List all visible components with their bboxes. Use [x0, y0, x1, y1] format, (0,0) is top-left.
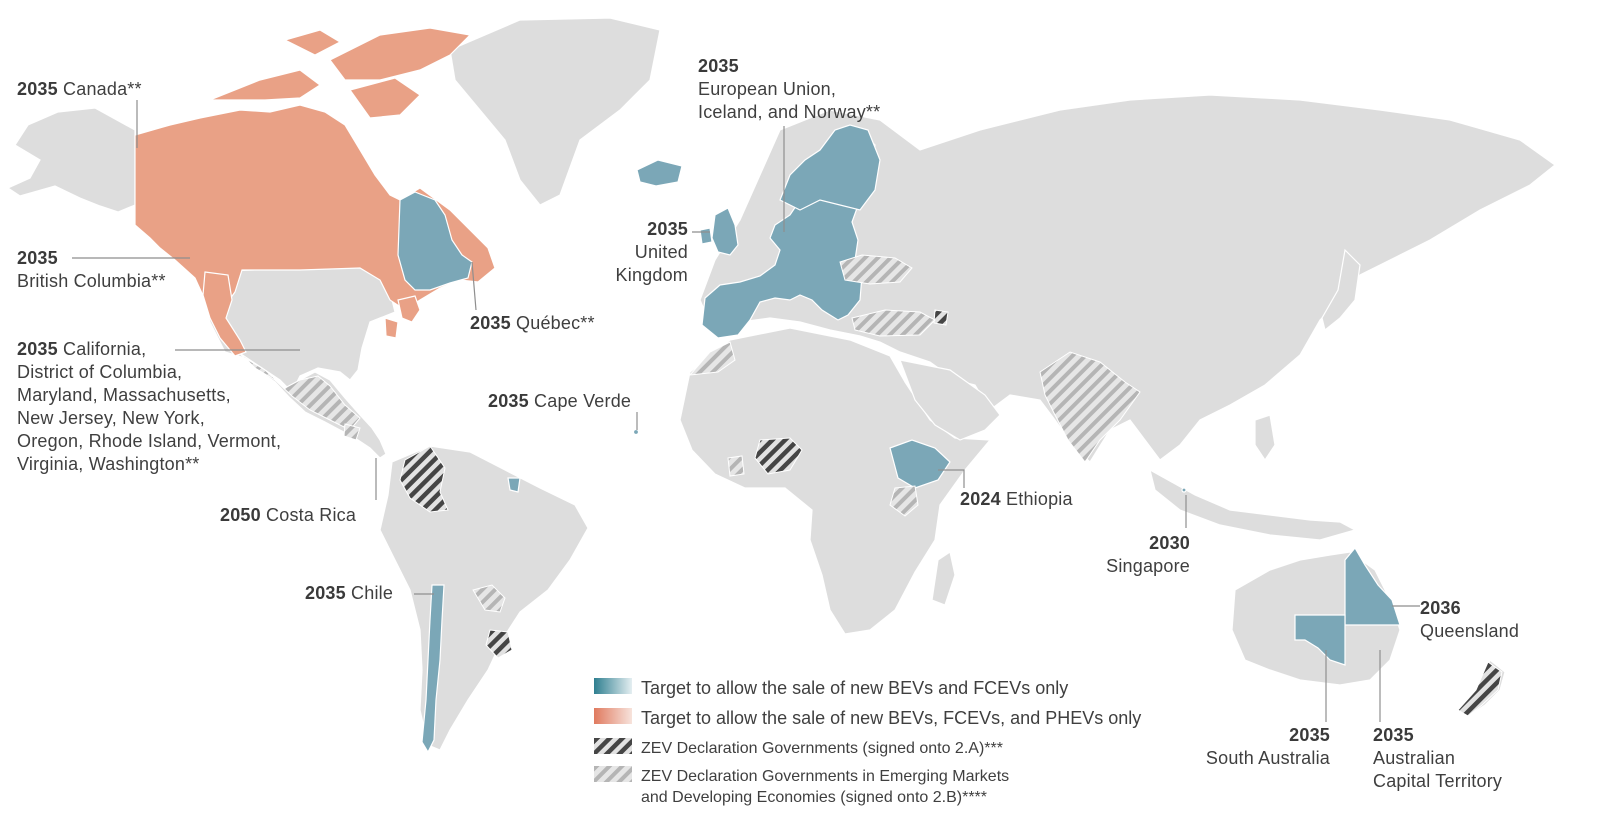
chile-region	[421, 584, 445, 754]
queensland-region	[1344, 546, 1401, 626]
singapore-region	[1181, 487, 1187, 493]
label-canada: 2035 Canada**	[17, 79, 142, 99]
label-california-group: 2035 California, District of Columbia, M…	[17, 339, 282, 474]
label-british-columbia: 2035 British Columbia**	[17, 248, 166, 291]
legend-swatch-zev-2a	[594, 738, 632, 754]
label-queensland: 2036 Queensland	[1420, 598, 1520, 641]
label-south-australia: 2035 South Australia	[1205, 725, 1330, 768]
arabia-land	[899, 359, 1001, 441]
legend-label-zev-2a: ZEV Declaration Governments (signed onto…	[641, 740, 1003, 757]
legend-item-zev-2a: ZEV Declaration Governments (signed onto…	[594, 738, 1003, 759]
label-eu: 2035 European Union, Iceland, and Norway…	[698, 56, 881, 122]
leader-lines	[72, 100, 1420, 722]
zev-2a-regions	[399, 309, 1503, 717]
zev-2b-regions	[244, 254, 1141, 613]
alaska-land	[6, 107, 136, 213]
mexico-hatch	[244, 357, 361, 431]
indonesia-land	[1149, 468, 1357, 541]
legend-item-phev: Target to allow the sale of new BEVs, FC…	[594, 708, 1141, 729]
bev-regions	[397, 124, 1401, 754]
cape-verde-region	[632, 428, 640, 436]
new-zealand-hatch	[1457, 661, 1503, 717]
label-costa-rica: 2050 Costa Rica	[220, 505, 357, 525]
madagascar-land	[931, 551, 956, 606]
legend-label-zev-2b: ZEV Declaration Governments in Emerging …	[641, 768, 1010, 806]
nigeria-hatch	[754, 437, 803, 475]
legend-label-phev: Target to allow the sale of new BEVs, FC…	[641, 708, 1142, 728]
eurasia-land	[699, 94, 1556, 463]
label-ethiopia: 2024 Ethiopia	[960, 489, 1073, 509]
uk-region	[711, 207, 739, 256]
turkey-hatch	[851, 309, 936, 337]
kenya-hatch	[889, 485, 919, 517]
africa-land	[679, 327, 992, 635]
french-guiana-region	[507, 477, 521, 493]
el-salvador-hatch	[343, 423, 361, 441]
ghana-hatch	[727, 455, 745, 477]
philippines-land	[1254, 414, 1276, 462]
quebec-region	[397, 191, 473, 291]
scandinavia-region	[779, 124, 881, 211]
japan-land	[1321, 248, 1361, 332]
ethiopia-region	[889, 439, 951, 489]
azerbaijan-hatch	[933, 309, 949, 326]
legend-swatch-bev	[594, 678, 632, 694]
label-quebec: 2035 Québec**	[470, 313, 595, 333]
legend-swatch-phev	[594, 708, 632, 724]
greenland-land	[449, 17, 661, 206]
legend-item-zev-2b: ZEV Declaration Governments in Emerging …	[594, 766, 1009, 808]
paraguay-hatch	[472, 584, 506, 613]
label-singapore: 2030 Singapore	[1106, 533, 1190, 576]
label-chile: 2035 Chile	[305, 583, 394, 603]
label-act: 2035 Australian Capital Territory	[1373, 725, 1503, 791]
legend-item-bev: Target to allow the sale of new BEVs and…	[594, 678, 1068, 699]
south-australia-region	[1294, 614, 1346, 666]
colombia-venezuela-hatch	[399, 445, 449, 513]
legend-label-bev: Target to allow the sale of new BEVs and…	[641, 678, 1069, 698]
iceland-region	[636, 159, 683, 187]
morocco-hatch	[688, 341, 736, 376]
label-cape-verde: 2035 Cape Verde	[488, 391, 632, 411]
india-hatch	[1039, 351, 1141, 463]
ukraine-hatch	[839, 254, 913, 285]
label-uk: 2035 United Kingdom	[615, 219, 688, 285]
uruguay-hatch	[485, 629, 513, 659]
legend-swatch-zev-2b	[594, 766, 632, 782]
